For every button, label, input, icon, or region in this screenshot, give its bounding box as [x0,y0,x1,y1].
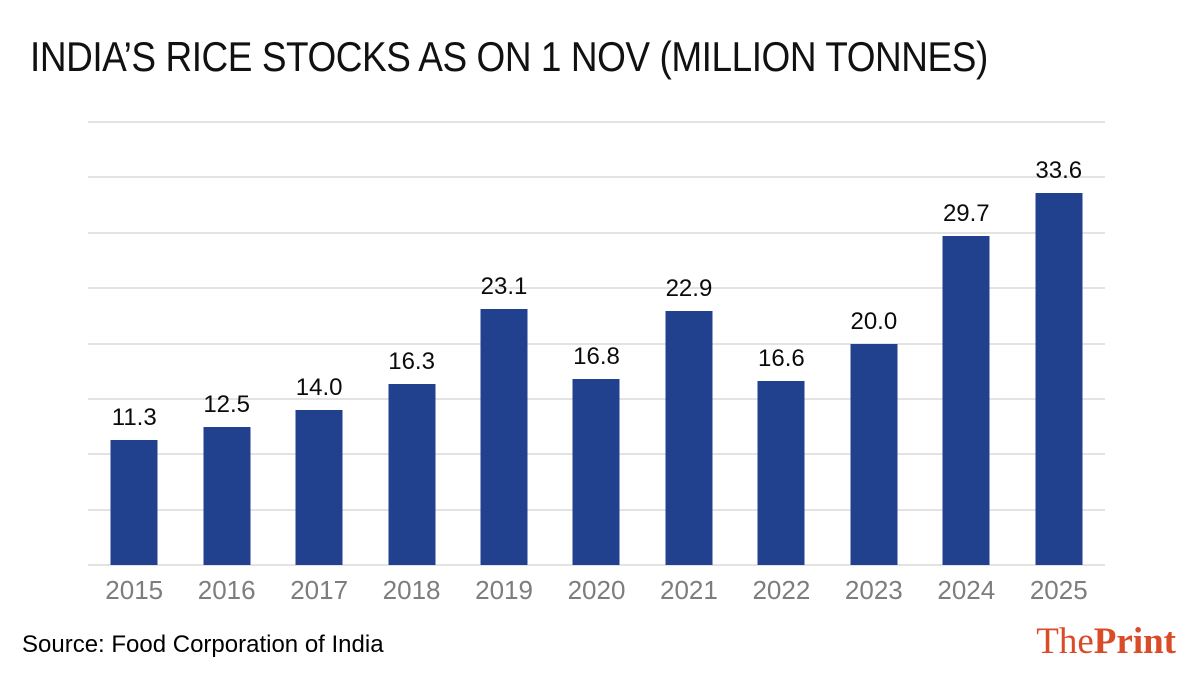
bar-slot: 16.3 2018 [365,122,457,605]
bar-slot: 29.7 2024 [920,122,1012,605]
gridline [88,287,1105,290]
gridline [88,176,1105,179]
bar-value-label: 29.7 [942,200,990,228]
x-tick-label: 2015 [105,575,164,605]
x-tick-label: 2022 [752,575,811,605]
gridline [88,342,1105,345]
bar-value-label: 22.9 [665,275,713,303]
brand-logo-print: Print [1093,621,1176,662]
bar-value-label: 11.3 [111,403,157,431]
bar-slot: 20.0 2023 [828,122,920,606]
bar-value-label: 20.0 [850,307,898,335]
x-tick-label: 2018 [382,575,441,605]
x-tick-label: 2020 [567,575,626,605]
x-tick-label: 2019 [475,575,533,605]
bar [1035,192,1083,565]
gridline [88,231,1105,234]
brand-logo-the: The [1036,621,1094,662]
bar-slot: 33.6 2025 [1013,122,1105,605]
bar-value-label: 14.0 [295,373,343,401]
plot-area: 11.3 2015 12.5 2016 14.0 2017 16.3 2018 23.1 2019… [88,121,1105,606]
bar [757,381,805,565]
x-tick-label: 2025 [1029,575,1088,605]
x-tick-label: 2024 [937,575,996,605]
bar-value-label: 16.6 [758,345,805,373]
bar-slot: 22.9 2021 [643,122,735,605]
x-tick-label: 2017 [290,575,349,605]
bar-value-label: 16.8 [573,342,620,370]
bar [480,309,528,565]
gridline [88,564,1105,566]
bar-value-label: 33.6 [1035,156,1083,184]
bar [572,378,620,565]
bar-slot: 16.6 2022 [735,122,827,605]
brand-logo: ThePrint [1036,620,1176,663]
chart-title: INDIA’S RICE STOCKS AS ON 1 NOV (MILLION… [30,33,988,80]
bar [295,409,343,565]
bar-value-label: 12.5 [203,390,251,418]
bar [388,384,436,565]
bar [665,311,713,565]
bar [203,426,251,565]
bar-slot: 11.3 2015 [88,122,180,605]
source-note: Source: Food Corporation of India [22,631,384,658]
x-tick-label: 2021 [660,575,718,605]
bar-slot: 23.1 2019 [458,122,550,605]
x-tick-label: 2016 [197,575,256,605]
bar [110,439,158,565]
bar [850,343,898,565]
bar-slot: 16.8 2020 [550,122,642,605]
bar-value-label: 16.3 [388,348,435,376]
bar [942,236,990,565]
bars-layer: 11.3 2015 12.5 2016 14.0 2017 16.3 2018 23.1 2019… [88,122,1105,606]
bar-slot: 14.0 2017 [273,122,365,605]
bar-value-label: 23.1 [480,273,528,301]
x-tick-label: 2023 [844,575,903,605]
gridline [88,121,1105,123]
bar-slot: 12.5 2016 [180,122,272,605]
